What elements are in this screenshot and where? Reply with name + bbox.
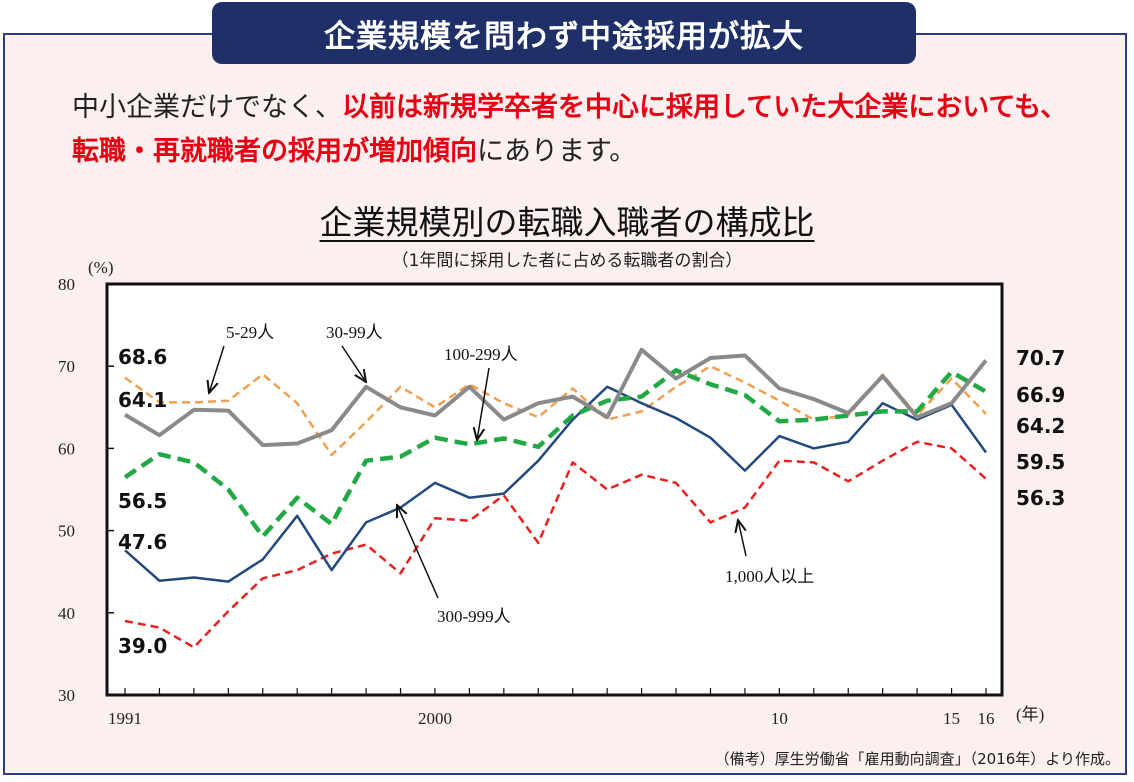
annotation-arrow [341, 345, 366, 382]
source-note: （備考）厚生労働省「雇用動向調査」（2016年）より作成。 [714, 750, 1120, 768]
annotation-arrow [738, 520, 747, 557]
lead-text-part1: 中小企業だけでなく、 [72, 92, 342, 123]
y-tick-label: 30 [58, 686, 75, 705]
x-tick-label: 10 [771, 709, 788, 728]
end-value-label: 56.3 [1016, 486, 1065, 510]
start-value-label: 39.0 [118, 634, 167, 658]
y-tick-label: 40 [58, 604, 75, 623]
start-value-label: 56.5 [118, 489, 167, 513]
end-value-label: 66.9 [1016, 383, 1065, 407]
x-tick-label: 1991 [108, 709, 142, 728]
y-tick-label: 70 [58, 357, 75, 376]
lead-text: 中小企業だけでなく、以前は新規学卒者を中心に採用していた大企業においても、転職・… [72, 86, 1082, 174]
series-annotation-label: 1,000人以上 [725, 567, 814, 586]
series-annotation-label: 300-999人 [437, 607, 511, 626]
start-value-label: 64.1 [118, 388, 167, 412]
chart-title-text: 企業規模別の転職入職者の構成比 [319, 203, 815, 242]
x-tick-label: 2000 [418, 709, 452, 728]
start-value-label: 68.6 [118, 345, 167, 369]
end-value-label: 64.2 [1016, 414, 1065, 438]
lead-text-part2: にあります。 [477, 136, 637, 167]
annotation-arrow [209, 345, 225, 393]
y-tick-label: 50 [58, 522, 75, 541]
y-tick-label: 80 [58, 275, 75, 294]
plot-area [105, 282, 1004, 697]
x-tick-label: 16 [978, 709, 995, 728]
series-line-3 [124, 385, 988, 583]
chart-title: 企業規模別の転職入職者の構成比 [0, 196, 1134, 244]
end-value-label: 59.5 [1016, 450, 1065, 474]
annotation-arrow [477, 367, 490, 440]
y-axis-unit: (%) [88, 258, 113, 277]
lead-text-highlight: 以前は新規学卒者を中心に採用していた大企業においても、転職・再就職者の採用が増加… [72, 92, 1068, 167]
start-value-label: 47.6 [118, 530, 167, 554]
series-annotation-label: 30-99人 [326, 323, 383, 342]
series-line-2 [123, 368, 988, 539]
end-value-label: 70.7 [1016, 346, 1065, 370]
headline-banner: 企業規模を問わず中途採用が拡大 [212, 2, 916, 64]
y-tick-label: 60 [58, 439, 75, 458]
chart-subtitle: （1年間に採用した者に占める転職者の割合） [391, 251, 743, 271]
series-annotation-label: 100-299人 [444, 345, 518, 364]
annotation-arrow [397, 505, 439, 599]
x-tick-label: 15 [943, 709, 960, 728]
x-axis-unit: (年) [1016, 705, 1044, 724]
series-annotation-label: 5-29人 [226, 323, 274, 342]
series-line-1 [123, 347, 988, 448]
